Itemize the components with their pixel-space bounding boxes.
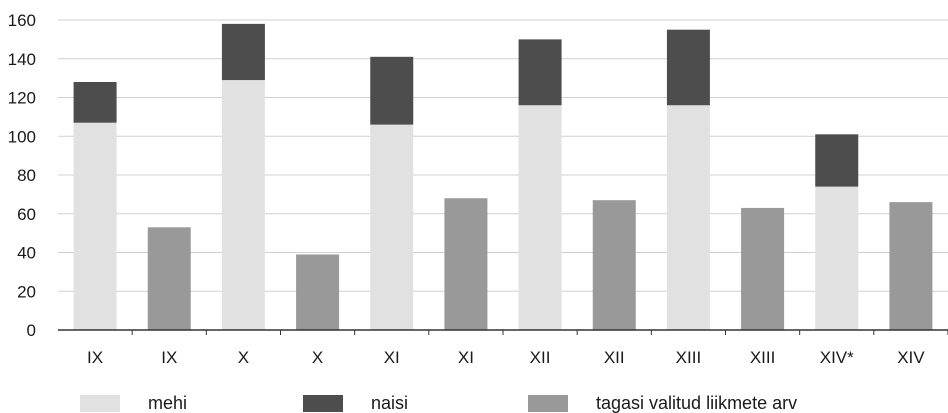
y-tick-label: 100 bbox=[8, 127, 36, 146]
x-tick-label: IX bbox=[87, 348, 103, 367]
y-tick-label: 40 bbox=[17, 244, 36, 263]
bars bbox=[73, 23, 933, 330]
legend: mehi naisi tagasi valitud liikmete arv bbox=[0, 388, 948, 413]
legend-label-mehi: mehi bbox=[148, 393, 188, 413]
bar-naisi-0 bbox=[73, 82, 117, 123]
bar-naisi-8 bbox=[666, 29, 710, 106]
y-tick-label: 160 bbox=[8, 11, 36, 30]
x-tick-label: IX bbox=[161, 348, 177, 367]
bar-naisi-10 bbox=[815, 134, 859, 187]
bar-tagasi-3 bbox=[296, 254, 340, 330]
legend-label-tagasi-valitud: tagasi valitud liikmete arv bbox=[596, 393, 798, 413]
x-tick-label: XIII bbox=[676, 348, 702, 367]
bar-mehi-10 bbox=[815, 186, 859, 330]
x-tick-label: XII bbox=[530, 348, 551, 367]
y-tick-label: 140 bbox=[8, 50, 36, 69]
y-axis-ticks: 0 20 40 60 80 100 120 140 160 bbox=[8, 11, 36, 340]
y-tick-label: 20 bbox=[17, 282, 36, 301]
bar-tagasi-5 bbox=[444, 198, 488, 330]
bar-mehi-8 bbox=[666, 105, 710, 330]
legend-item-naisi: naisi bbox=[303, 394, 408, 412]
bar-mehi-6 bbox=[518, 105, 562, 330]
x-tick-label: X bbox=[312, 348, 323, 367]
legend-label-naisi: naisi bbox=[371, 393, 409, 413]
bar-tagasi-1 bbox=[147, 227, 191, 330]
x-tick-label: XIV* bbox=[820, 348, 854, 367]
bar-mehi-4 bbox=[370, 124, 414, 330]
x-tick-label: XIV bbox=[897, 348, 925, 367]
x-axis-ticks: IX IX X X XI XI XII XII XIII XIII XIV* XIV bbox=[87, 330, 948, 367]
x-tick-label: X bbox=[238, 348, 249, 367]
gridlines bbox=[58, 19, 948, 331]
x-tick-label: XIII bbox=[750, 348, 776, 367]
bar-naisi-6 bbox=[518, 39, 562, 106]
legend-swatch-naisi bbox=[303, 394, 343, 412]
y-tick-label: 120 bbox=[8, 89, 36, 108]
x-tick-label: XI bbox=[458, 348, 474, 367]
legend-swatch-mehi bbox=[80, 394, 120, 412]
y-tick-label: 80 bbox=[17, 166, 36, 185]
y-tick-label: 60 bbox=[17, 205, 36, 224]
legend-item-mehi: mehi bbox=[80, 394, 187, 412]
bar-tagasi-9 bbox=[741, 207, 785, 330]
y-tick-label: 0 bbox=[27, 321, 36, 340]
bar-naisi-4 bbox=[370, 56, 414, 125]
legend-item-tagasi-valitud: tagasi valitud liikmete arv bbox=[528, 394, 797, 412]
bar-tagasi-7 bbox=[592, 200, 636, 330]
legend-swatch-tagasi-valitud bbox=[528, 394, 568, 412]
bar-mehi-0 bbox=[73, 122, 117, 330]
x-tick-label: XI bbox=[384, 348, 400, 367]
bar-tagasi-11 bbox=[889, 202, 933, 330]
x-tick-label: XII bbox=[604, 348, 625, 367]
bar-naisi-2 bbox=[221, 23, 265, 81]
bar-mehi-2 bbox=[221, 80, 265, 330]
